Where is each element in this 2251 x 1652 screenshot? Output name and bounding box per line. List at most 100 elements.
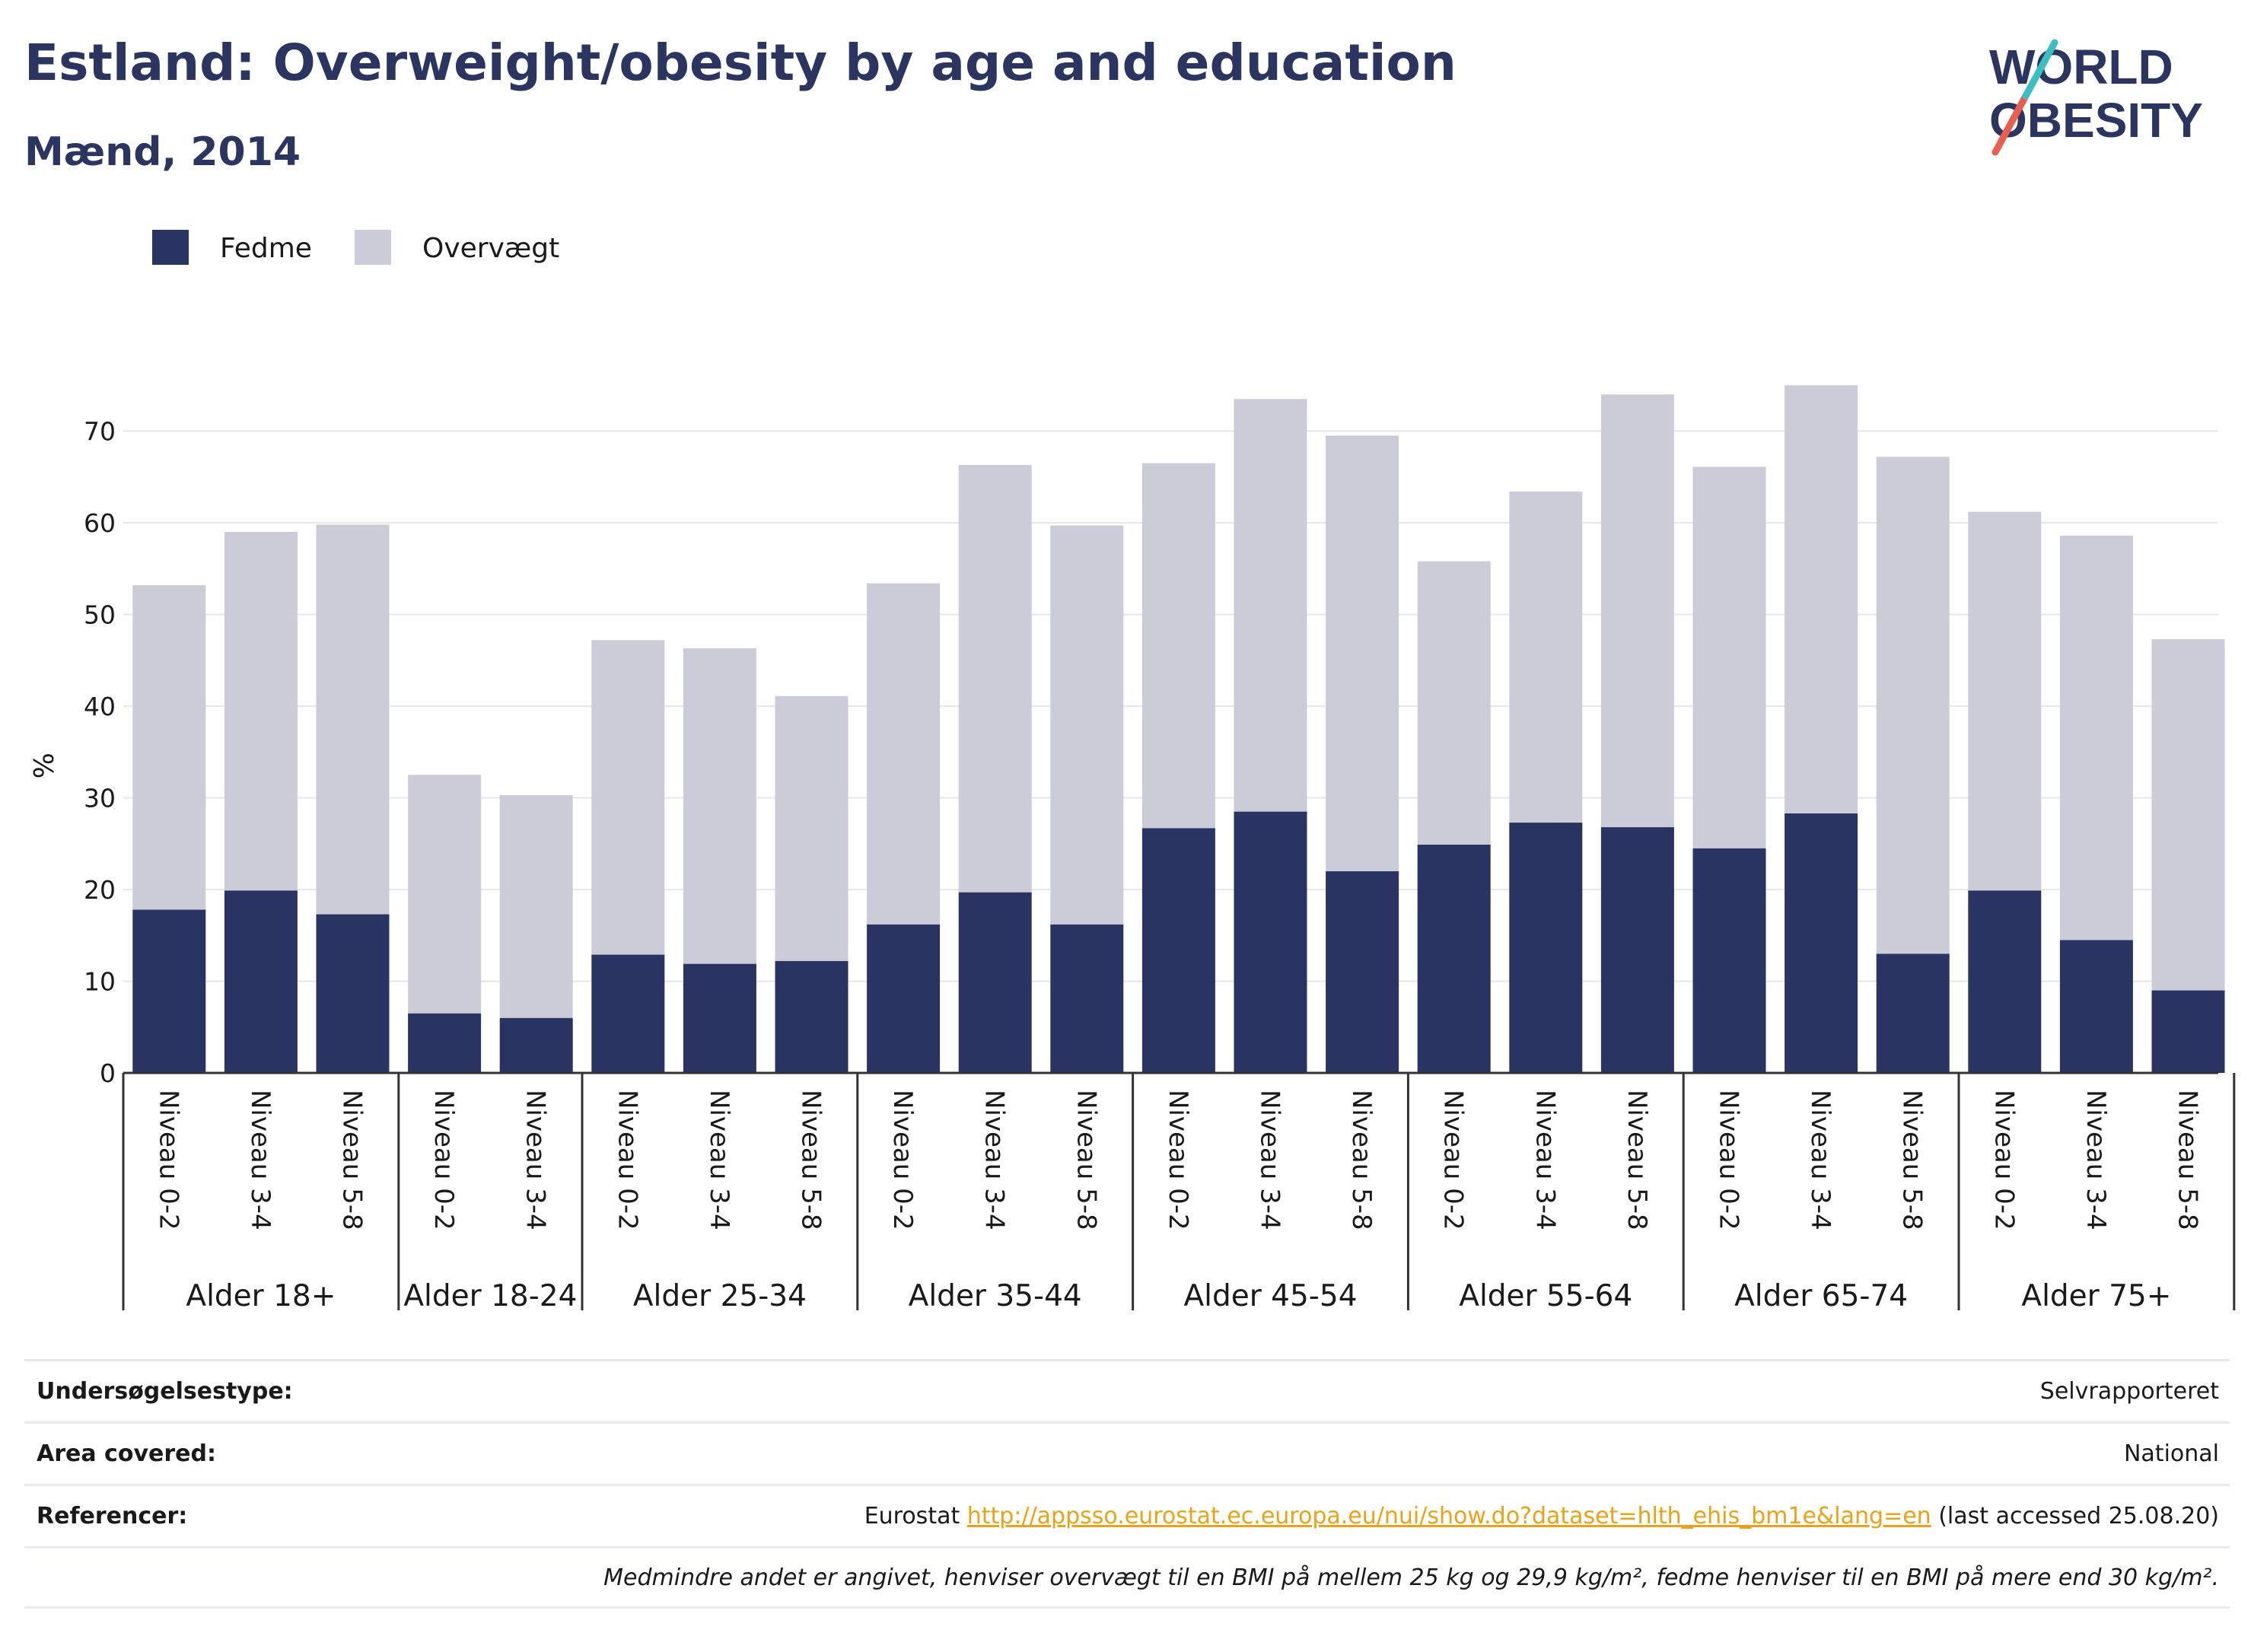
legend-label: Overvægt [422,233,559,264]
bar-overvaegt [591,640,665,955]
bar-overvaegt [408,775,482,1014]
x-group-label: Alder 18+ [186,1279,336,1313]
meta-label: Undersøgelsestype: [37,1378,293,1405]
meta-row-survey-type: Undersøgelsestype: Selvrapporteret [24,1359,2230,1421]
x-category-label: Niveau 0-2 [1438,1090,1469,1230]
x-category-label: Niveau 0-2 [612,1090,642,1230]
x-group-label: Alder 18-24 [403,1279,577,1313]
x-group-label: Alder 35-44 [909,1279,1082,1313]
y-tick-label: 60 [84,508,116,538]
bar-overvaegt [1050,525,1124,925]
x-category-label: Niveau 3-4 [979,1090,1010,1230]
bar-overvaegt [1785,385,1858,813]
legend-swatch [152,230,189,265]
bar-overvaegt [1876,457,1950,954]
x-group-label: Alder 45-54 [1183,1279,1357,1313]
bar-fedme [1141,828,1215,1073]
x-category-label: Niveau 0-2 [428,1090,459,1230]
meta-row-references: Referencer: Eurostat http://appsso.euros… [24,1484,2230,1546]
bar-overvaegt [1968,511,2042,891]
bar-fedme [1968,890,2042,1073]
bar-fedme [775,960,849,1073]
y-tick-label: 50 [84,600,116,630]
bar-fedme [2059,940,2133,1073]
y-axis-label: % [29,753,60,778]
x-category-label: Niveau 5-8 [337,1090,368,1230]
bar-overvaegt [683,648,756,964]
definition-note: Medmindre andet er angivet, henviser ove… [603,1564,2219,1591]
bar-overvaegt [499,794,573,1018]
world-obesity-logo: WORLD OBESITY [1989,39,2203,156]
bars [132,385,2225,1073]
x-category-label: Niveau 0-2 [1714,1090,1744,1230]
bar-fedme [499,1017,573,1073]
x-category-label: Niveau 0-2 [1163,1090,1193,1230]
x-group-label: Alder 75+ [2021,1279,2171,1313]
bar-fedme [1692,848,1766,1073]
meta-label: Area covered: [37,1440,216,1467]
x-category-label: Niveau 5-8 [796,1090,826,1230]
y-tick-label: 40 [84,692,116,721]
logo-line1: WORLD [1989,40,2173,94]
y-tick-label: 10 [84,967,116,997]
x-category-label: Niveau 0-2 [153,1090,183,1230]
bar-overvaegt [224,532,298,891]
x-group-label: Alder 25-34 [633,1279,807,1313]
bar-fedme [958,892,1032,1073]
x-category-label: Niveau 0-2 [887,1090,918,1230]
bar-fedme [2151,990,2225,1073]
legend-label: Fedme [220,233,312,264]
x-category-label: Niveau 5-8 [2173,1090,2203,1230]
meta-value: National [2123,1440,2219,1467]
meta-row-note: Medmindre andet er angivet, henviser ove… [24,1546,2230,1609]
page-title: Estland: Overweight/obesity by age and e… [24,33,1457,92]
y-tick-label: 20 [84,875,116,905]
x-category-label: Niveau 5-8 [1346,1090,1377,1230]
bar-fedme [683,963,756,1073]
bar-fedme [1234,811,1307,1073]
x-category-label: Niveau 3-4 [704,1090,734,1230]
reference-source: Eurostat [864,1503,967,1529]
x-group-label: Alder 65-74 [1734,1279,1908,1313]
bar-overvaegt [316,524,390,915]
bar-overvaegt [775,695,849,961]
bar-fedme [867,924,941,1073]
bar-overvaegt [1692,466,1766,848]
bar-fedme [132,909,206,1073]
axes: 0 10 20 30 40 50 60 70% Niveau 0-2 Niveau 3-4 Nive… [29,417,2236,1313]
meta-value: Selvrapporteret [2039,1378,2219,1405]
legend: Fedme Overvægt [152,230,559,265]
bar-overvaegt [1600,394,1674,828]
bar-fedme [224,890,298,1073]
logo-slash-red [1992,92,2030,156]
bar-overvaegt [132,584,206,910]
bar-overvaegt [867,583,941,925]
y-tick-label: 30 [84,784,116,813]
bar-fedme [1600,827,1674,1073]
bar-fedme [1785,813,1858,1073]
meta-label: Referencer: [37,1503,188,1529]
bar-overvaegt [1509,492,1583,823]
x-category-label: Niveau 3-4 [1530,1090,1560,1230]
bar-fedme [408,1013,482,1073]
x-category-label: Niveau 3-4 [1805,1090,1836,1230]
x-category-label: Niveau 3-4 [2081,1090,2111,1230]
bar-fedme [1417,844,1491,1073]
x-group-label: Alder 55-64 [1459,1279,1632,1313]
bar-fedme [1876,953,1950,1073]
logo-slash-teal [2022,39,2058,100]
x-category-label: Niveau 3-4 [1255,1090,1285,1230]
bar-fedme [591,954,665,1073]
x-category-label: Niveau 5-8 [1071,1090,1101,1230]
bar-overvaegt [2059,535,2133,941]
stacked-bar-chart: 0 10 20 30 40 50 60 70% Niveau 0-2 Niveau 3-4 Nive… [29,230,2236,1313]
bar-fedme [1509,823,1583,1073]
x-category-label: Niveau 3-4 [521,1090,551,1230]
x-category-label: Niveau 0-2 [1988,1090,2019,1230]
reference-link[interactable]: http://appsso.eurostat.ec.europa.eu/nui/… [966,1503,1931,1529]
bar-fedme [1326,871,1399,1073]
reference-accessed: (last accessed 25.08.20) [1931,1503,2219,1529]
meta-value: Eurostat http://appsso.eurostat.ec.europ… [864,1503,2219,1529]
bar-overvaegt [1326,435,1399,871]
y-tick-label: 0 [100,1058,116,1088]
